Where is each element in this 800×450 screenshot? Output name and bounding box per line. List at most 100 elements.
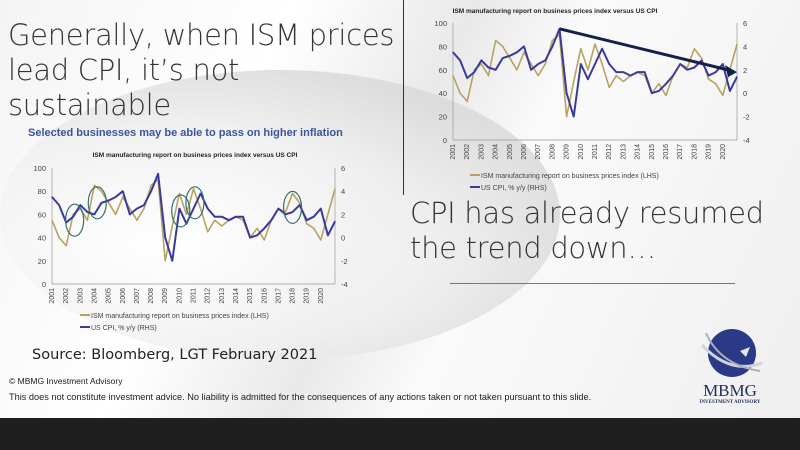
x-tick-label: 2018 [290, 288, 297, 304]
data-point [459, 92, 461, 94]
chart-heading: Selected businesses may be able to pass … [28, 127, 343, 139]
y-tick-label: 100 [434, 19, 447, 28]
x-tick-label: 2019 [706, 144, 713, 160]
data-point [523, 45, 525, 48]
data-point [544, 59, 546, 62]
data-point [100, 190, 103, 192]
data-point [700, 57, 703, 59]
data-point [178, 208, 180, 210]
data-point [129, 208, 131, 210]
data-point [573, 80, 575, 83]
x-tick-label: 2010 [578, 144, 585, 160]
data-point [143, 208, 145, 210]
data-point [452, 51, 454, 53]
data-point [199, 208, 202, 210]
x-tick-label: 2001 [450, 144, 457, 160]
data-point [284, 213, 287, 215]
data-point [487, 66, 490, 69]
x-tick-label: 2011 [592, 144, 599, 159]
data-point [693, 48, 696, 50]
data-point [270, 219, 272, 221]
y2-tick-label: 2 [743, 66, 747, 75]
right-caption: CPI has already resumed the trend down… [410, 196, 764, 265]
x-tick-label: 2015 [247, 288, 254, 304]
data-point [115, 213, 117, 215]
data-point [51, 219, 53, 221]
legend-label: ISM manufacturing report on business pri… [481, 173, 659, 180]
x-tick-label: 2012 [205, 288, 212, 304]
data-point [86, 219, 88, 221]
y2-tick-label: -4 [341, 280, 348, 289]
data-point [615, 71, 617, 73]
data-point [171, 260, 173, 262]
data-point [708, 75, 710, 77]
data-point [263, 239, 265, 241]
data-point [136, 208, 138, 210]
y2-tick-label: -4 [743, 136, 750, 145]
data-point [108, 199, 110, 202]
data-point [466, 100, 468, 102]
mbmg-globe-logo-icon [700, 329, 763, 377]
x-tick-label: 2013 [620, 144, 627, 160]
data-point [242, 216, 244, 218]
y2-tick-label: -2 [743, 113, 750, 122]
data-point [601, 63, 603, 65]
data-point [256, 227, 258, 229]
x-tick-label: 2003 [77, 288, 84, 304]
x-tick-label: 2006 [120, 288, 127, 304]
y-tick-label: 40 [439, 89, 447, 98]
data-point [551, 39, 554, 42]
data-point [566, 116, 568, 118]
slide: Generally, when ISM prices lead CPI, it’… [0, 0, 800, 418]
x-tick-label: 2014 [233, 288, 240, 304]
data-point [566, 92, 568, 94]
y2-tick-label: -2 [341, 257, 348, 266]
x-tick-label: 2008 [148, 288, 155, 304]
data-point [502, 57, 504, 59]
data-point [136, 219, 138, 221]
x-tick-label: 2007 [535, 144, 542, 160]
data-point [129, 213, 131, 215]
legend-label: ISM manufacturing report on business pri… [91, 313, 269, 320]
data-point [608, 63, 610, 65]
data-point [291, 192, 294, 195]
data-point [629, 75, 632, 77]
data-point [573, 116, 575, 118]
data-point [192, 188, 195, 190]
data-point [306, 223, 308, 225]
x-tick-label: 2001 [49, 288, 56, 304]
data-point [580, 63, 582, 65]
data-point [551, 45, 554, 48]
data-point [516, 69, 518, 71]
x-tick-label: 2015 [649, 144, 656, 160]
data-point [143, 204, 145, 206]
data-point [299, 202, 301, 204]
data-point [580, 48, 582, 50]
data-point [207, 231, 209, 233]
data-point [487, 75, 490, 77]
data-point [495, 69, 497, 71]
data-point [150, 184, 152, 186]
data-point [622, 80, 625, 83]
data-point [228, 219, 230, 221]
data-point [544, 63, 546, 65]
y2-tick-label: 6 [743, 19, 747, 28]
data-point [291, 211, 294, 213]
data-point [736, 76, 738, 78]
data-point [665, 83, 667, 85]
data-point [235, 216, 237, 218]
y2-tick-label: 4 [341, 187, 345, 196]
x-tick-label: 2020 [318, 288, 325, 304]
data-point [651, 92, 653, 94]
y-tick-label: 100 [33, 164, 46, 173]
data-point [263, 227, 265, 229]
data-point [221, 216, 223, 218]
x-tick-label: 2014 [635, 144, 642, 160]
logo-subtitle: INVESTMENT ADVISORY [699, 400, 761, 405]
y2-tick-label: 4 [743, 42, 747, 51]
data-point [530, 69, 532, 71]
data-point [93, 184, 96, 186]
data-point [658, 90, 660, 92]
y2-tick-label: 2 [341, 210, 345, 219]
data-point [192, 208, 195, 210]
